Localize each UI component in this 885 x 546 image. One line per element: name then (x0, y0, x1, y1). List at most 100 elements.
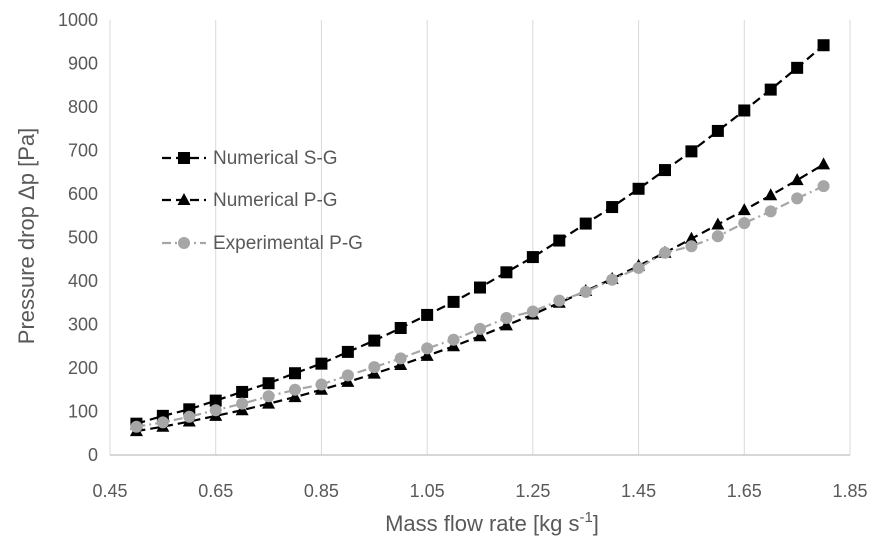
data-point-triangle (790, 173, 804, 186)
data-point-square (368, 334, 381, 347)
data-point-triangle (817, 157, 831, 170)
y-tick-label: 700 (68, 141, 98, 161)
data-point-square (315, 357, 328, 370)
data-point-square (526, 251, 539, 264)
y-tick-label: 500 (68, 228, 98, 248)
data-point-square (421, 308, 434, 321)
legend-marker-triangle (177, 193, 191, 205)
data-point-circle (130, 420, 143, 433)
data-point-triangle (262, 396, 276, 409)
x-tick-label: 0.45 (92, 481, 127, 501)
data-point-square (764, 83, 777, 96)
x-tick-label: 1.05 (410, 481, 445, 501)
x-tick-label: 0.85 (304, 481, 339, 501)
y-tick-label: 800 (68, 97, 98, 117)
x-axis-title-superscript: -1 (579, 509, 592, 526)
y-tick-label: 1000 (58, 10, 98, 30)
data-point-square (289, 367, 301, 380)
legend-marker-square (178, 152, 190, 164)
data-point-square (606, 201, 619, 214)
data-point-circle (394, 352, 407, 365)
legend-label-numerical-p-g: Numerical P-G (213, 190, 338, 211)
vertical-gridlines (109, 20, 851, 455)
data-point-circle (711, 230, 724, 243)
data-point-circle (817, 180, 830, 193)
legend-item-numerical-s-g: Numerical S-G (162, 148, 338, 169)
y-tick-label: 300 (68, 315, 98, 335)
data-point-circle (262, 390, 275, 403)
data-point-circle (659, 246, 671, 259)
data-point-circle (421, 342, 434, 355)
y-tick-label: 200 (68, 358, 98, 378)
data-point-circle (685, 240, 698, 253)
data-point-square (474, 281, 486, 294)
data-point-circle (209, 404, 222, 417)
data-point-circle (341, 369, 354, 382)
x-axis-title-main: Mass flow rate [kg s (385, 511, 579, 536)
legend-item-experimental-p-g: Experimental P-G (162, 233, 363, 254)
data-point-square (685, 145, 698, 158)
legend-item-numerical-p-g: Numerical P-G (162, 190, 338, 211)
data-series (129, 39, 831, 437)
data-point-triangle (499, 318, 513, 331)
data-point-circle (500, 311, 513, 324)
x-tick-label: 1.45 (621, 481, 656, 501)
data-point-circle (236, 397, 249, 410)
x-axis-title: Mass flow rate [kg s-1] (385, 509, 599, 536)
series-experimental-p-g (130, 180, 830, 433)
data-point-square (738, 104, 751, 117)
data-point-square (711, 124, 724, 137)
data-point-square (500, 266, 513, 279)
data-point-square (394, 321, 407, 334)
data-point-triangle (764, 188, 778, 201)
x-tick-labels: 0.45 0.65 0.85 1.05 1.25 1.45 1.65 1.85 (92, 481, 867, 501)
data-point-square (553, 234, 566, 247)
legend-label-experimental-p-g: Experimental P-G (213, 233, 363, 254)
x-axis-title-suffix: ] (593, 511, 599, 536)
data-point-circle (289, 383, 301, 396)
data-point-square (632, 182, 645, 195)
y-tick-label: 100 (68, 402, 98, 422)
data-point-circle (474, 322, 486, 335)
legend: Numerical S-G Numerical P-G Experimental… (162, 148, 363, 254)
data-point-square (659, 164, 671, 177)
data-point-triangle (288, 390, 302, 403)
x-tick-label: 1.25 (515, 481, 550, 501)
data-point-square (236, 385, 249, 398)
data-point-circle (632, 261, 645, 274)
data-point-circle (791, 192, 804, 205)
data-point-triangle (684, 231, 698, 244)
data-point-triangle (473, 329, 487, 342)
data-point-square (791, 61, 804, 74)
data-point-square (209, 394, 222, 407)
data-point-square (262, 377, 275, 390)
data-point-circle (315, 378, 328, 391)
y-axis-title: Pressure drop Δp [Pa] (14, 128, 39, 344)
data-point-circle (526, 305, 539, 318)
data-point-triangle (711, 217, 725, 230)
y-tick-label: 400 (68, 271, 98, 291)
data-point-square (447, 295, 460, 308)
legend-label-numerical-s-g: Numerical S-G (213, 148, 338, 169)
data-point-circle (183, 410, 196, 423)
data-point-triangle (737, 203, 751, 216)
data-point-circle (738, 217, 751, 230)
data-point-circle (447, 333, 460, 346)
y-tick-label: 900 (68, 54, 98, 74)
data-point-circle (764, 205, 777, 218)
series-line (136, 185, 825, 428)
y-tick-label: 600 (68, 184, 98, 204)
x-tick-label: 1.65 (727, 481, 762, 501)
legend-marker-circle (178, 237, 190, 249)
data-point-circle (553, 294, 566, 307)
x-tick-label: 0.65 (198, 481, 233, 501)
x-tick-label: 1.85 (832, 481, 867, 501)
data-point-square (579, 217, 592, 230)
data-point-circle (579, 285, 592, 298)
data-point-triangle (420, 348, 434, 361)
data-point-square (817, 39, 830, 52)
y-tick-labels: 0 100 200 300 400 500 600 700 800 900 1000 (58, 10, 98, 465)
y-tick-label: 0 (88, 445, 98, 465)
data-point-circle (368, 361, 381, 374)
data-point-circle (606, 273, 619, 286)
